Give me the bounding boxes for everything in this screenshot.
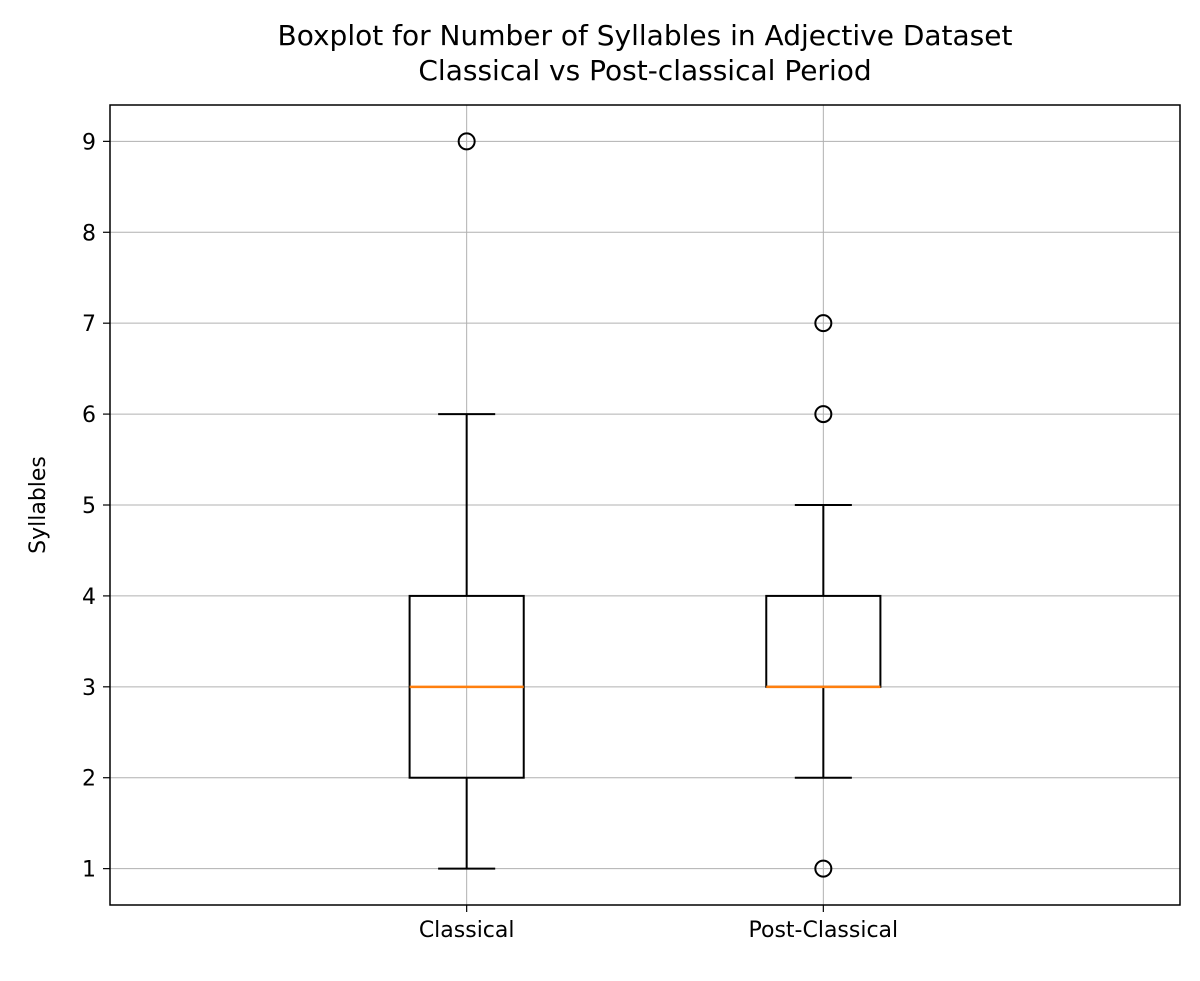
xtick-label: Post-Classical <box>749 918 899 943</box>
ytick-label: 9 <box>82 130 96 155</box>
yaxis-label: Syllables <box>26 456 51 554</box>
ytick-label: 3 <box>82 676 96 701</box>
chart-container: Boxplot for Number of Syllables in Adjec… <box>0 0 1200 981</box>
ytick-label: 6 <box>82 403 96 428</box>
ytick-label: 8 <box>82 221 96 246</box>
boxplot-svg: Boxplot for Number of Syllables in Adjec… <box>0 0 1200 981</box>
ytick-label: 7 <box>82 312 96 337</box>
ytick-label: 5 <box>82 494 96 519</box>
box-rect <box>766 596 880 687</box>
xtick-label: Classical <box>419 918 515 943</box>
chart-title-line2: Classical vs Post-classical Period <box>418 54 871 87</box>
figure-background <box>0 0 1200 981</box>
ytick-label: 2 <box>82 767 96 792</box>
ytick-label: 4 <box>82 585 96 610</box>
chart-title-line1: Boxplot for Number of Syllables in Adjec… <box>278 19 1013 52</box>
ytick-label: 1 <box>82 858 96 883</box>
